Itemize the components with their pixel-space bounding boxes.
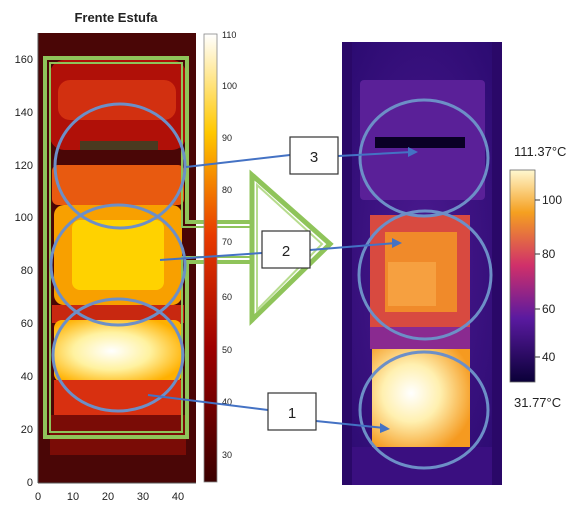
- region-circle-middle-right: [357, 209, 493, 341]
- y-tick-label: 160: [15, 54, 33, 66]
- callout-line-3-left: [185, 154, 291, 168]
- x-tick-label: 40: [172, 491, 184, 503]
- thermal-dark-slot: [375, 137, 465, 148]
- left-colorbar: [203, 33, 218, 483]
- colorbar-tick-label: 80: [222, 185, 232, 195]
- left-heatmap-plot: Frente Estufa 0 20 40 60 80 100 120 140 …: [15, 10, 254, 503]
- thermal-bottom-hot: [372, 349, 470, 447]
- y-tick-label: 100: [15, 212, 33, 224]
- callout-line-1-left: [147, 394, 269, 411]
- colorbar-tick-label: 90: [222, 133, 232, 143]
- y-tick-label: 0: [27, 477, 33, 489]
- scale-tick-label: 80: [542, 247, 556, 261]
- region-circle-top-left: [53, 102, 187, 230]
- callout-line-1-right: [315, 420, 385, 429]
- colorbar-tick-label: 110: [222, 30, 236, 40]
- min-temperature-label: 31.77°C: [514, 395, 561, 410]
- left-plot-title: Frente Estufa: [74, 10, 158, 25]
- y-tick-label: 120: [15, 160, 33, 172]
- heatmap-middle-core: [72, 220, 164, 290]
- y-tick-label: 40: [21, 371, 33, 383]
- y-tick-label: 140: [15, 107, 33, 119]
- callout-number-2: 2: [282, 243, 290, 260]
- colorbar-tick-label: 70: [222, 237, 232, 247]
- right-thermal-image: 111.37°C 100 80 60 40 31.77°C: [342, 42, 566, 485]
- callout-arrowhead-1: [380, 423, 390, 433]
- scale-tick-label: 60: [542, 302, 556, 316]
- region-circle-middle-left: [49, 203, 187, 327]
- callout-number-1: 1: [288, 405, 296, 422]
- colorbar-tick-label: 40: [222, 397, 232, 407]
- heatmap-dark-slot: [80, 141, 158, 150]
- thermal-bottom-cool: [352, 447, 492, 485]
- max-temperature-label: 111.37°C: [514, 144, 566, 159]
- colorbar-tick-label: 100: [222, 81, 237, 91]
- colorbar-tick-label: 60: [222, 292, 232, 302]
- thermal-middle-panel: [388, 262, 436, 306]
- callout-arrowhead-2: [392, 238, 402, 248]
- y-tick-label: 60: [21, 318, 33, 330]
- colorbar-tick-label: 50: [222, 345, 232, 355]
- callout-number-3: 3: [310, 149, 318, 166]
- x-tick-label: 20: [102, 491, 114, 503]
- heatmap-middle-warm: [52, 165, 184, 205]
- colorbar-tick-label: 30: [222, 450, 232, 460]
- y-tick-label: 20: [21, 424, 33, 436]
- region-circle-top-right: [358, 98, 490, 218]
- callout-box-1: [267, 392, 317, 431]
- callout-line-3-right: [337, 151, 413, 157]
- heatmap-bottom-hot: [54, 320, 182, 382]
- callout-box-2: [261, 230, 311, 269]
- scale-tick-label: 100: [542, 193, 562, 207]
- thermal-border-left: [342, 42, 352, 485]
- callout-line-2-left: [159, 252, 263, 261]
- temperature-scale-bar: [509, 169, 536, 383]
- green-direction-arrow-inner: [256, 182, 324, 313]
- region-circle-bottom-right: [358, 350, 490, 470]
- green-direction-arrow: [249, 169, 334, 326]
- callout-arrowhead-3: [408, 147, 418, 157]
- callout-arrows: 3 2 1: [147, 136, 418, 433]
- region-circle-bottom-left: [51, 297, 185, 413]
- callout-line-2-right: [309, 242, 397, 251]
- y-tick-label: 80: [21, 265, 33, 277]
- x-tick-label: 10: [67, 491, 79, 503]
- x-tick-label: 30: [137, 491, 149, 503]
- callout-box-3: [289, 136, 339, 175]
- thermal-border-right: [492, 42, 502, 485]
- scale-tick-label: 40: [542, 350, 556, 364]
- x-tick-label: 0: [35, 491, 41, 503]
